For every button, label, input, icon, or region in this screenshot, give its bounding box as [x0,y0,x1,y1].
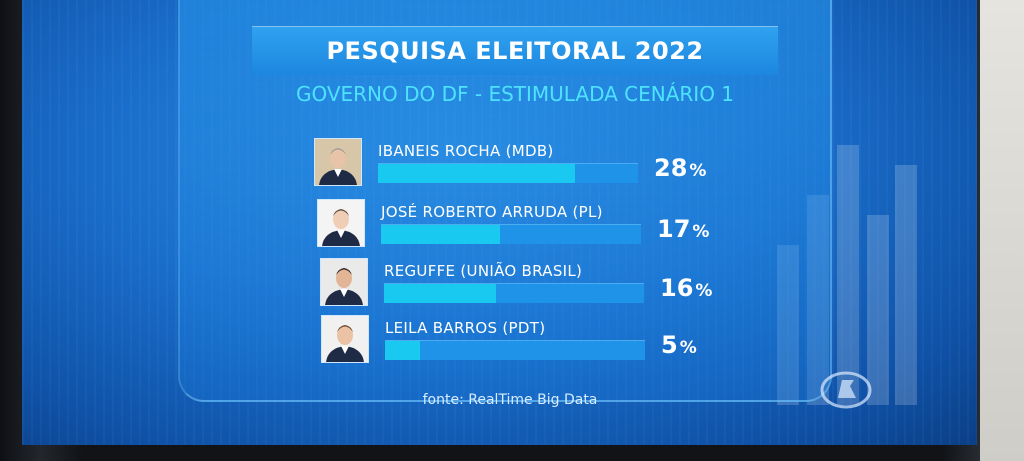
bar-row: IBANEIS ROCHA (MDB) 28% [314,138,734,188]
bar-value-label: 16% [660,274,712,302]
title-bar: PESQUISA ELEITORAL 2022 [252,26,778,75]
bar-category-label: IBANEIS ROCHA (MDB) [378,142,554,160]
bar-value-label: 17% [657,215,709,243]
chart-source: fonte: RealTime Big Data [422,392,598,408]
bar-track [378,163,638,183]
bar-row: REGUFFE (UNIÃO BRASIL) 16% [320,258,740,308]
bar-category-label: LEILA BARROS (PDT) [385,319,546,337]
bar [381,225,501,244]
bar-value-number: 17 [657,215,691,243]
candidate-photo [317,199,365,247]
bar-row: JOSÉ ROBERTO ARRUDA (PL) 17% [317,199,737,249]
bar [384,284,497,303]
bar-value-number: 5 [661,331,678,359]
bar-value-label: 28% [654,154,706,182]
candidate-photo [320,258,368,306]
wall-background [980,0,1024,461]
bar-value-unit: % [692,222,710,242]
bar-category-label: REGUFFE (UNIÃO BRASIL) [384,262,583,280]
bar-track [385,340,645,360]
bar-value-number: 28 [654,154,688,182]
bar-value-unit: % [689,161,707,181]
bar-category-label: JOSÉ ROBERTO ARRUDA (PL) [381,203,603,221]
bar [385,341,421,360]
candidate-photo [321,315,369,363]
chart-subtitle: GOVERNO DO DF - ESTIMULADA CENÁRIO 1 [295,82,735,106]
bar-track [384,283,644,303]
bar-value-unit: % [679,338,697,358]
bar-track [381,224,641,244]
bar-value-number: 16 [660,274,694,302]
candidate-photo [314,138,362,186]
bar [378,164,575,183]
broadcaster-logo-icon [820,371,872,409]
bar-row: LEILA BARROS (PDT) 5% [321,315,741,365]
bar-value-unit: % [695,281,713,301]
bar-value-label: 5% [661,331,697,359]
chart-title: PESQUISA ELEITORAL 2022 [326,37,704,65]
